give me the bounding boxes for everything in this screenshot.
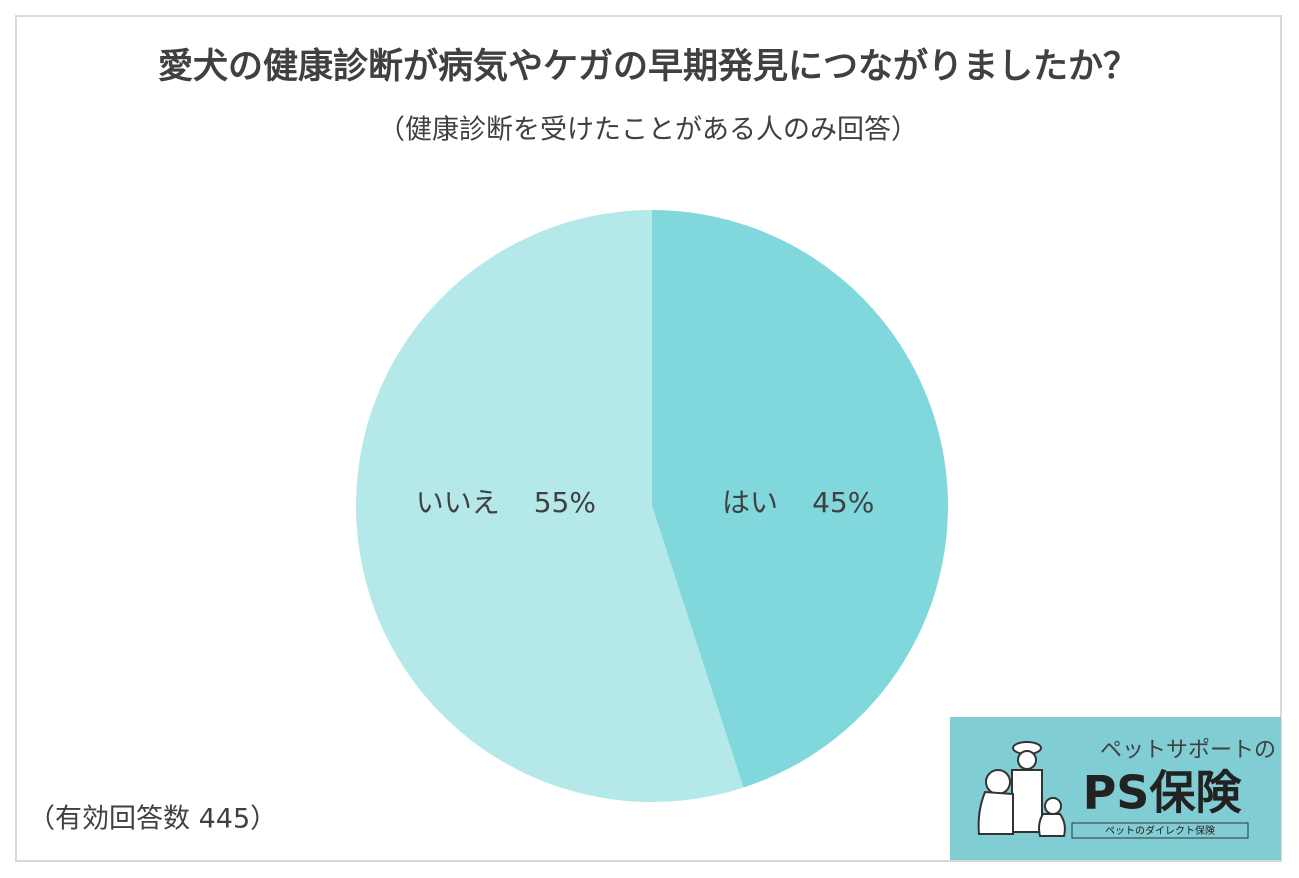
- value-label: 55%: [534, 486, 596, 519]
- category-label: いいえ: [416, 486, 500, 519]
- value-label: 45%: [812, 486, 874, 519]
- annotation: （有効回答数 445）: [28, 804, 277, 835]
- logo-subline: ペットのダイレクト保険: [1105, 824, 1215, 837]
- logo-tagline: ペットサポートの: [1100, 738, 1276, 763]
- pie: はい 45% いいえ 55%: [356, 210, 949, 802]
- category-label: はい: [722, 486, 778, 519]
- logo-illustration: [977, 741, 1066, 837]
- logo-name: PS保険: [1083, 766, 1243, 820]
- pie-slice: [652, 210, 949, 788]
- data-label: いいえ 55%: [416, 486, 596, 519]
- chart-title: 愛犬の健康診断が病気やケガの早期発見につながりましたか？: [158, 46, 1138, 87]
- pie-slice: [356, 210, 744, 802]
- chart-subtitle: （健康診断を受けたことがある人のみ回答）: [378, 115, 918, 146]
- data-label: はい 45%: [722, 486, 874, 519]
- logo: ペットサポートの PS保険 ペットのダイレクト保険: [950, 717, 1281, 860]
- logo-subline-box: [1071, 822, 1249, 839]
